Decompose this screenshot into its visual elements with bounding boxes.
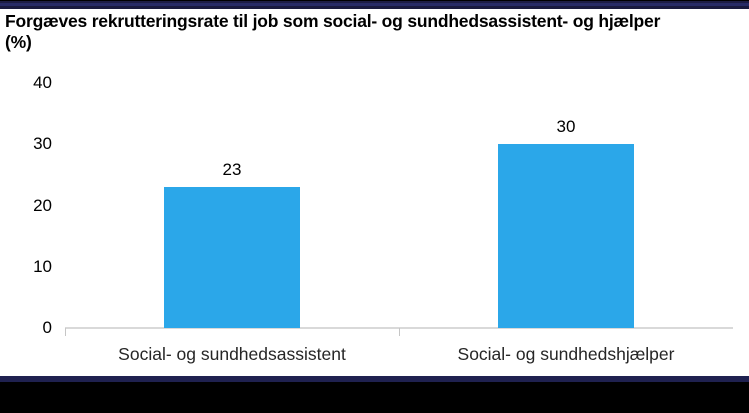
- category-label: Social- og sundhedshjælper: [457, 344, 675, 364]
- bottom-border-navy-strip: [0, 376, 749, 382]
- bottom-border-black-strip: [0, 382, 749, 413]
- y-tick-label: 0: [42, 318, 52, 337]
- chart-title-line1: Forgæves rekrutteringsrate til job som s…: [5, 11, 661, 31]
- bar: [498, 144, 634, 328]
- x-axis-tick: [65, 328, 66, 336]
- y-tick-label: 20: [33, 195, 52, 215]
- chart-title: Forgæves rekrutteringsrate til job som s…: [5, 11, 743, 53]
- bar-value-label: 23: [222, 160, 242, 179]
- y-tick-label: 10: [33, 256, 52, 276]
- x-axis-tick: [399, 328, 400, 336]
- bar: [164, 187, 300, 328]
- bar-value-label: 30: [556, 117, 576, 136]
- category-label: Social- og sundhedsassistent: [118, 344, 346, 364]
- y-tick-label: 30: [33, 134, 52, 154]
- top-border-strip: [0, 0, 749, 9]
- y-tick-label: 40: [33, 73, 52, 92]
- chart-title-line2: (%): [5, 32, 32, 52]
